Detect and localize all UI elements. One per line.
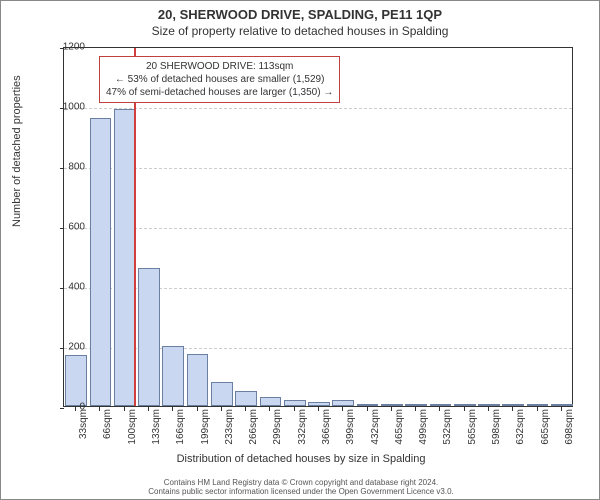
x-axis-label: Distribution of detached houses by size … [1, 453, 600, 465]
xtick-mark [415, 407, 416, 411]
histogram-bar [114, 109, 136, 406]
annotation-line: ← 53% of detached houses are smaller (1,… [106, 73, 333, 86]
annotation-line: 20 SHERWOOD DRIVE: 113sqm [106, 60, 333, 73]
histogram-bar [162, 346, 184, 406]
histogram-bar [284, 400, 306, 406]
histogram-bar [260, 397, 282, 406]
chart-container: 20, SHERWOOD DRIVE, SPALDING, PE11 1QP S… [0, 0, 600, 500]
xtick-mark [124, 407, 125, 411]
xtick-label: 665sqm [540, 409, 551, 445]
xtick-mark [318, 407, 319, 411]
xtick-mark [172, 407, 173, 411]
xtick-label: 432sqm [370, 409, 381, 445]
xtick-mark [221, 407, 222, 411]
ytick-label: 200 [45, 342, 85, 353]
xtick-label: 266sqm [248, 409, 259, 445]
xtick-label: 565sqm [467, 409, 478, 445]
xtick-label: 66sqm [102, 409, 113, 439]
ytick-label: 400 [45, 282, 85, 293]
histogram-bar [527, 404, 549, 406]
histogram-bar [454, 404, 476, 406]
xtick-label: 332sqm [297, 409, 308, 445]
histogram-bar [478, 404, 500, 406]
histogram-bar [308, 402, 330, 407]
gridline [64, 168, 572, 169]
histogram-bar [430, 404, 452, 406]
xtick-label: 199sqm [200, 409, 211, 445]
page-subtitle: Size of property relative to detached ho… [1, 24, 599, 38]
histogram-bar [211, 382, 233, 406]
xtick-mark [148, 407, 149, 411]
annotation-line: 47% of semi-detached houses are larger (… [106, 86, 333, 99]
xtick-mark [197, 407, 198, 411]
xtick-label: 133sqm [151, 409, 162, 445]
histogram-bar [187, 354, 209, 407]
xtick-mark [269, 407, 270, 411]
chart-area: 20 SHERWOOD DRIVE: 113sqm← 53% of detach… [63, 47, 573, 407]
xtick-mark [439, 407, 440, 411]
xtick-mark [367, 407, 368, 411]
ytick-label: 800 [45, 162, 85, 173]
xtick-label: 598sqm [491, 409, 502, 445]
footer-line-2: Contains public sector information licen… [1, 487, 600, 497]
xtick-mark [245, 407, 246, 411]
histogram-bar [381, 404, 403, 406]
ytick-label: 1200 [45, 42, 85, 53]
xtick-mark [561, 407, 562, 411]
xtick-mark [99, 407, 100, 411]
xtick-mark [488, 407, 489, 411]
xtick-label: 166sqm [175, 409, 186, 445]
histogram-bar [332, 400, 354, 406]
xtick-label: 33sqm [78, 409, 89, 439]
xtick-label: 698sqm [564, 409, 575, 445]
footer-line-1: Contains HM Land Registry data © Crown c… [1, 478, 600, 488]
gridline [64, 108, 572, 109]
footer-attribution: Contains HM Land Registry data © Crown c… [1, 478, 600, 497]
xtick-label: 499sqm [418, 409, 429, 445]
histogram-bar [235, 391, 257, 406]
xtick-mark [294, 407, 295, 411]
xtick-label: 299sqm [272, 409, 283, 445]
histogram-bar [405, 404, 427, 406]
annotation-box: 20 SHERWOOD DRIVE: 113sqm← 53% of detach… [99, 56, 340, 103]
xtick-label: 532sqm [442, 409, 453, 445]
histogram-bar [90, 118, 112, 406]
page-title: 20, SHERWOOD DRIVE, SPALDING, PE11 1QP [1, 7, 599, 22]
xtick-label: 100sqm [127, 409, 138, 445]
xtick-label: 366sqm [321, 409, 332, 445]
histogram-bar [502, 404, 524, 406]
ytick-label: 600 [45, 222, 85, 233]
histogram-bar [551, 404, 573, 406]
y-axis-label: Number of detached properties [11, 75, 23, 227]
histogram-bar [357, 404, 379, 406]
xtick-label: 632sqm [515, 409, 526, 445]
histogram-bar [138, 268, 160, 406]
xtick-mark [391, 407, 392, 411]
gridline [64, 228, 572, 229]
xtick-mark [537, 407, 538, 411]
xtick-mark [512, 407, 513, 411]
xtick-label: 399sqm [345, 409, 356, 445]
plot-area: 20 SHERWOOD DRIVE: 113sqm← 53% of detach… [63, 47, 573, 407]
xtick-mark [464, 407, 465, 411]
xtick-mark [342, 407, 343, 411]
ytick-label: 0 [45, 402, 85, 413]
histogram-bar [65, 355, 87, 406]
xtick-label: 233sqm [224, 409, 235, 445]
xtick-label: 465sqm [394, 409, 405, 445]
ytick-label: 1000 [45, 102, 85, 113]
